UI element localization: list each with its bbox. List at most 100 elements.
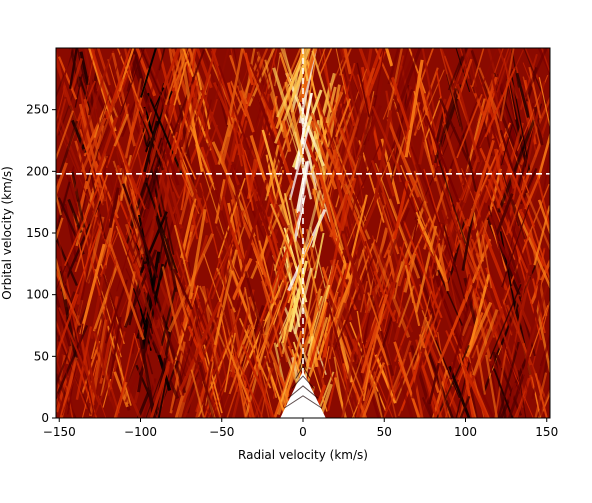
heatmap-streak <box>226 369 244 418</box>
heatmap-streak <box>441 209 458 254</box>
heatmap-streak <box>56 392 69 418</box>
heatmap-streak <box>243 380 255 418</box>
heatmap-streak <box>258 240 277 306</box>
heatmap-streak <box>447 56 463 91</box>
heatmap-streak <box>298 48 315 98</box>
heatmap-streak <box>310 288 322 335</box>
wedge-contour <box>295 365 311 379</box>
heatmap-streak <box>127 48 152 113</box>
heatmap-streak <box>278 203 305 258</box>
heatmap-streak <box>124 324 160 403</box>
y-axis-label: Orbital velocity (km/s) <box>0 166 14 300</box>
heatmap-streak <box>347 67 376 151</box>
heatmap-streak <box>161 266 183 351</box>
heatmap-streak <box>456 94 483 159</box>
heatmap-streak <box>244 270 264 335</box>
heatmap-streak <box>319 82 332 126</box>
heatmap-streak <box>475 252 489 288</box>
heatmap-streak <box>187 325 204 360</box>
heatmap-streak <box>173 61 188 106</box>
heatmap-streak <box>398 285 415 328</box>
heatmap-streak <box>285 90 303 137</box>
heatmap-streak <box>308 170 325 209</box>
heatmap-streak <box>342 233 362 301</box>
heatmap-streak <box>461 48 477 94</box>
heatmap-streak <box>456 83 481 163</box>
heatmap-streak <box>423 168 441 223</box>
heatmap-streak <box>333 255 375 351</box>
heatmap-streak <box>313 130 326 176</box>
heatmap-streak <box>537 199 550 235</box>
heatmap-streak <box>244 168 255 211</box>
heatmap-streak <box>471 319 490 359</box>
heatmap-streak <box>328 194 349 286</box>
heatmap-streak <box>375 333 390 366</box>
heatmap-streak <box>494 148 505 190</box>
heatmap-streak <box>149 360 171 418</box>
heatmap-streak <box>465 301 493 358</box>
heatmap-streak <box>475 345 486 395</box>
heatmap-streak <box>244 48 256 99</box>
heatmap-streak <box>534 372 548 418</box>
heatmap-streak <box>393 104 429 204</box>
heatmap-streak <box>288 125 311 201</box>
heatmap-streak <box>358 140 385 223</box>
heatmap-streak <box>104 279 128 344</box>
heatmap-streak <box>413 170 438 236</box>
heatmap-streak <box>417 242 437 318</box>
heatmap-streak <box>61 368 79 416</box>
heatmap-streak <box>542 146 550 192</box>
heatmap-streak <box>420 325 462 418</box>
heatmap-streak <box>355 310 370 365</box>
heatmap-streak <box>107 325 132 406</box>
heatmap-streak <box>97 316 110 378</box>
heatmap-streak <box>261 129 291 226</box>
heatmap-streak <box>240 179 268 277</box>
heatmap-streak <box>504 205 528 270</box>
heatmap-streak <box>221 306 241 367</box>
heatmap-streak <box>496 48 513 93</box>
heatmap-streak <box>56 269 81 326</box>
heatmap-streak <box>366 50 386 97</box>
heatmap-streak <box>339 119 355 174</box>
heatmap-streak <box>499 129 517 179</box>
heatmap-streak <box>314 151 345 250</box>
heatmap-streak <box>404 264 421 327</box>
heatmap-streak <box>279 52 292 85</box>
heatmap-streak <box>146 167 167 247</box>
heatmap-streak <box>132 153 167 252</box>
heatmap-streak <box>421 299 443 358</box>
y-tick-label: 200 <box>26 164 49 178</box>
heatmap-streak <box>276 48 310 118</box>
heatmap-streak <box>503 341 521 394</box>
heatmap-streak <box>476 122 512 201</box>
heatmap-streak <box>283 193 307 290</box>
heatmap-streak <box>521 342 536 389</box>
heatmap-streak <box>420 364 443 418</box>
heatmap-streak <box>371 105 401 172</box>
heatmap-streak <box>78 341 96 418</box>
heatmap-streak <box>471 48 485 88</box>
heatmap-streak <box>311 214 323 248</box>
heatmap-streak <box>345 204 364 250</box>
y-tick-label: 0 <box>41 411 49 425</box>
heatmap-streak <box>523 81 546 177</box>
heatmap-streak <box>369 367 387 405</box>
wedge-contour <box>301 346 305 359</box>
heatmap-streak <box>172 48 191 88</box>
heatmap-streak <box>140 48 161 95</box>
heatmap-streak <box>56 217 64 243</box>
heatmap-streak <box>96 48 112 86</box>
heatmap-streak <box>523 48 547 104</box>
heatmap-streak <box>494 346 508 418</box>
heatmap-streak <box>143 263 159 321</box>
x-tick-label: 100 <box>454 425 477 439</box>
heatmap-streak <box>160 90 177 159</box>
heatmap-streak <box>421 309 454 387</box>
heatmap-streak <box>392 340 412 393</box>
heatmap-streak <box>197 361 215 418</box>
heatmap-streak <box>189 197 202 232</box>
heatmap-streak <box>344 247 362 321</box>
heatmap-streak <box>416 48 435 91</box>
heatmap-streak <box>345 194 368 280</box>
